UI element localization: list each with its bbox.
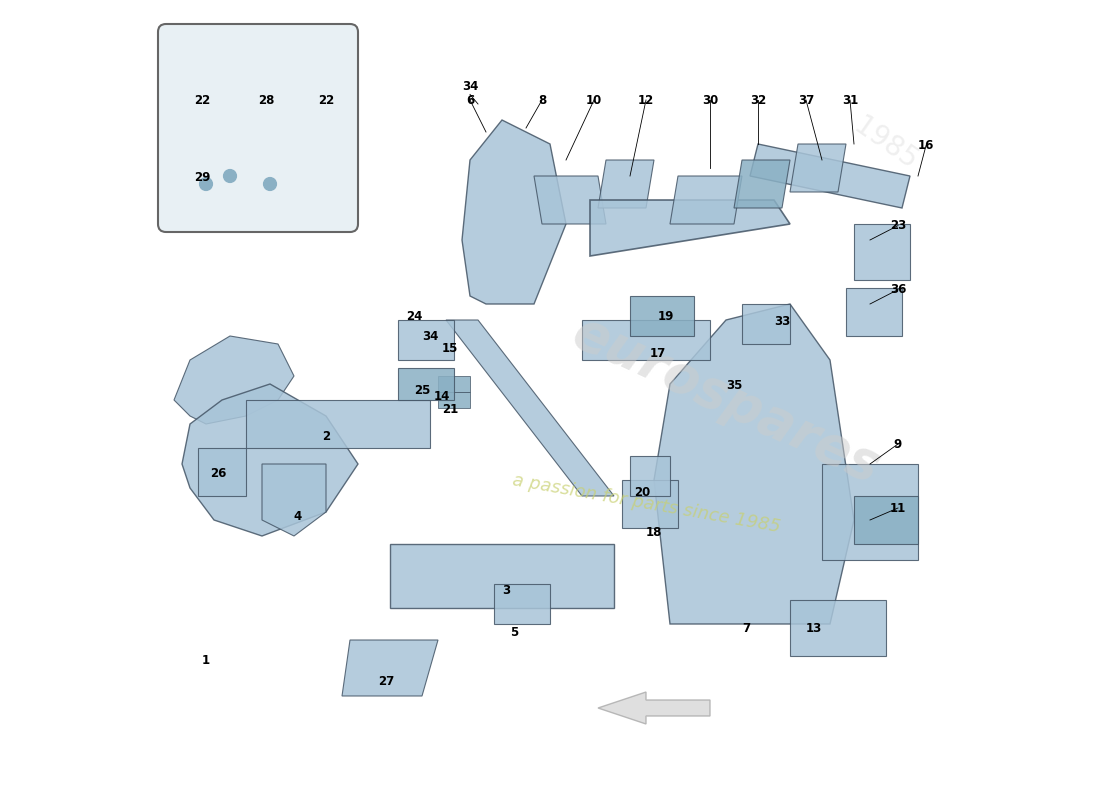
Text: 1985: 1985 bbox=[849, 112, 923, 176]
Text: 35: 35 bbox=[726, 379, 742, 392]
Polygon shape bbox=[582, 320, 710, 360]
FancyBboxPatch shape bbox=[158, 24, 358, 232]
Text: 28: 28 bbox=[257, 94, 274, 106]
Polygon shape bbox=[198, 448, 246, 496]
Polygon shape bbox=[182, 384, 358, 536]
Polygon shape bbox=[590, 200, 790, 256]
Polygon shape bbox=[206, 80, 294, 144]
Polygon shape bbox=[174, 336, 294, 424]
Circle shape bbox=[264, 178, 276, 190]
Text: 18: 18 bbox=[646, 526, 662, 538]
Text: 20: 20 bbox=[634, 486, 650, 498]
Polygon shape bbox=[446, 320, 614, 496]
Text: 1: 1 bbox=[202, 654, 210, 666]
Text: 36: 36 bbox=[890, 283, 906, 296]
Text: 5: 5 bbox=[510, 626, 518, 638]
Text: 3: 3 bbox=[502, 584, 510, 597]
Text: a passion for parts since 1985: a passion for parts since 1985 bbox=[510, 471, 781, 537]
Polygon shape bbox=[854, 224, 910, 280]
Polygon shape bbox=[494, 584, 550, 624]
Text: 22: 22 bbox=[318, 94, 334, 106]
Text: 30: 30 bbox=[702, 94, 718, 106]
Text: 27: 27 bbox=[378, 675, 394, 688]
Text: 22: 22 bbox=[194, 94, 210, 106]
Polygon shape bbox=[630, 456, 670, 496]
Text: 9: 9 bbox=[894, 438, 902, 450]
Polygon shape bbox=[342, 640, 438, 696]
Text: 21: 21 bbox=[442, 403, 458, 416]
Text: 34: 34 bbox=[421, 330, 438, 342]
Polygon shape bbox=[262, 464, 326, 536]
Text: 34: 34 bbox=[462, 80, 478, 93]
Polygon shape bbox=[246, 400, 430, 448]
Polygon shape bbox=[438, 376, 470, 392]
Text: 2: 2 bbox=[322, 430, 330, 442]
Text: 15: 15 bbox=[442, 342, 459, 354]
Text: 8: 8 bbox=[538, 94, 546, 106]
Text: 31: 31 bbox=[842, 94, 858, 106]
Circle shape bbox=[223, 170, 236, 182]
Polygon shape bbox=[790, 144, 846, 192]
Polygon shape bbox=[621, 480, 678, 528]
Circle shape bbox=[199, 178, 212, 190]
Text: 10: 10 bbox=[586, 94, 602, 106]
Polygon shape bbox=[598, 160, 654, 208]
Text: 14: 14 bbox=[433, 390, 450, 402]
Polygon shape bbox=[598, 692, 710, 724]
Text: 32: 32 bbox=[750, 94, 766, 106]
Polygon shape bbox=[742, 304, 790, 344]
Text: 16: 16 bbox=[917, 139, 934, 152]
Polygon shape bbox=[750, 144, 910, 208]
Text: 12: 12 bbox=[638, 94, 654, 106]
Polygon shape bbox=[846, 288, 902, 336]
Polygon shape bbox=[398, 320, 454, 360]
Text: 29: 29 bbox=[194, 171, 210, 184]
Text: 23: 23 bbox=[890, 219, 906, 232]
Polygon shape bbox=[630, 296, 694, 336]
Polygon shape bbox=[854, 496, 918, 544]
Text: 19: 19 bbox=[658, 310, 674, 322]
Text: 13: 13 bbox=[806, 622, 822, 634]
Text: 6: 6 bbox=[466, 94, 474, 106]
Text: 25: 25 bbox=[414, 384, 430, 397]
Polygon shape bbox=[398, 368, 454, 400]
Text: 26: 26 bbox=[210, 467, 227, 480]
Text: 37: 37 bbox=[798, 94, 814, 106]
Polygon shape bbox=[822, 464, 918, 560]
Polygon shape bbox=[734, 160, 790, 208]
Text: 7: 7 bbox=[741, 622, 750, 634]
Polygon shape bbox=[654, 304, 854, 624]
Text: 17: 17 bbox=[650, 347, 667, 360]
Text: 24: 24 bbox=[406, 310, 422, 322]
Polygon shape bbox=[462, 120, 566, 304]
Polygon shape bbox=[790, 600, 886, 656]
Polygon shape bbox=[390, 544, 614, 608]
Polygon shape bbox=[438, 392, 470, 408]
Text: eurospares: eurospares bbox=[564, 306, 888, 494]
Text: 11: 11 bbox=[890, 502, 906, 514]
Polygon shape bbox=[670, 176, 742, 224]
Text: 33: 33 bbox=[774, 315, 790, 328]
Text: 4: 4 bbox=[294, 510, 302, 522]
Polygon shape bbox=[534, 176, 606, 224]
